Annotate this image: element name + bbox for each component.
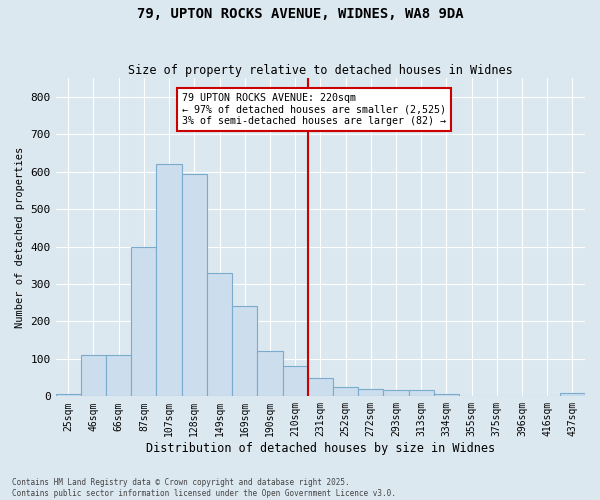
Bar — [257, 352, 283, 397]
Bar — [434, 394, 459, 396]
Bar — [333, 387, 358, 396]
Y-axis label: Number of detached properties: Number of detached properties — [15, 146, 25, 328]
Text: Contains HM Land Registry data © Crown copyright and database right 2025.
Contai: Contains HM Land Registry data © Crown c… — [12, 478, 396, 498]
Bar — [383, 390, 409, 396]
Bar — [207, 273, 232, 396]
Bar — [131, 246, 157, 396]
Bar — [157, 164, 182, 396]
Bar — [560, 394, 585, 396]
X-axis label: Distribution of detached houses by size in Widnes: Distribution of detached houses by size … — [146, 442, 495, 455]
Bar — [56, 394, 81, 396]
Bar — [358, 389, 383, 396]
Bar — [182, 174, 207, 396]
Title: Size of property relative to detached houses in Widnes: Size of property relative to detached ho… — [128, 64, 513, 77]
Bar — [81, 355, 106, 397]
Bar — [409, 390, 434, 396]
Bar — [308, 378, 333, 396]
Text: 79 UPTON ROCKS AVENUE: 220sqm
← 97% of detached houses are smaller (2,525)
3% of: 79 UPTON ROCKS AVENUE: 220sqm ← 97% of d… — [182, 93, 446, 126]
Bar — [106, 355, 131, 397]
Bar — [232, 306, 257, 396]
Bar — [283, 366, 308, 396]
Text: 79, UPTON ROCKS AVENUE, WIDNES, WA8 9DA: 79, UPTON ROCKS AVENUE, WIDNES, WA8 9DA — [137, 8, 463, 22]
